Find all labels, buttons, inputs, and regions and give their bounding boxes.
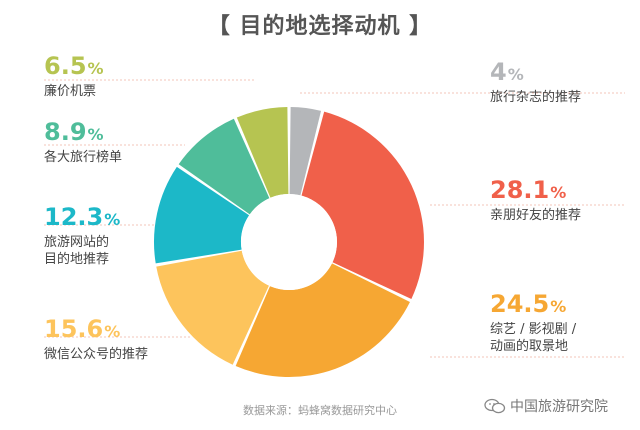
slice-percent-value-1: 28.1 [490,176,550,204]
slice-percent-5: 8.9% [44,118,122,149]
slice-label-1: 28.1% 亲朋好友的推荐 [490,176,581,224]
slice-name-4: 旅游网站的 目的地推荐 [44,235,110,267]
slice-label-4: 12.3% 旅游网站的 目的地推荐 [44,203,120,268]
slice-label-6: 6.5% 廉价机票 [44,52,104,100]
donut-slice-2 [235,263,410,377]
slice-label-5: 8.9% 各大旅行榜单 [44,118,122,166]
slice-percent-unit-0: % [507,65,524,84]
slice-name-1: 亲朋好友的推荐 [490,208,582,223]
slice-percent-unit-5: % [87,125,104,144]
slice-label-2: 24.5% 综艺 / 影视剧 / 动画的取景地 [490,290,576,355]
slice-percent-6: 6.5% [44,52,104,83]
slice-name-6: 廉价机票 [44,84,97,99]
slice-percent-2: 24.5% [490,290,576,321]
donut-slice-3 [156,250,269,365]
donut-slice-0 [289,107,322,196]
slice-percent-value-4: 12.3 [44,203,104,231]
slice-percent-1: 28.1% [490,176,581,207]
slice-label-3: 15.6% 微信公众号的推荐 [44,315,148,363]
watermark-text: 中国旅游研究院 [510,399,608,415]
slice-name-0: 旅行杂志的推荐 [490,90,582,105]
data-source: 数据来源：蚂蜂窝数据研究中心 [243,404,397,417]
donut-hole [241,194,337,290]
slice-percent-value-0: 4 [490,58,507,86]
donut-slice-5 [178,118,270,215]
slice-percent-unit-2: % [550,297,567,316]
slice-percent-unit-6: % [87,59,104,78]
slice-percent-value-5: 8.9 [44,118,87,146]
slice-percent-unit-3: % [104,322,121,341]
slice-name-3: 微信公众号的推荐 [44,347,149,362]
wechat-icon [484,398,506,414]
slice-percent-0: 4% [490,58,581,89]
donut-slice-1 [301,111,424,300]
slice-label-0: 4% 旅行杂志的推荐 [490,58,581,106]
slice-percent-value-3: 15.6 [44,315,104,343]
slice-name-5: 各大旅行榜单 [44,150,123,165]
slice-percent-4: 12.3% [44,203,120,234]
slice-percent-3: 15.6% [44,315,148,346]
slice-percent-value-6: 6.5 [44,52,87,80]
slice-name-2: 综艺 / 影视剧 / 动画的取景地 [490,322,577,354]
slice-percent-value-2: 24.5 [490,290,550,318]
donut-slice-4 [153,166,250,264]
slice-percent-unit-1: % [550,183,567,202]
slice-percent-unit-4: % [104,210,121,229]
donut-slice-6 [236,107,289,198]
watermark: 中国旅游研究院 [484,396,608,416]
chart-title: 【 目的地选择动机 】 [207,14,433,39]
